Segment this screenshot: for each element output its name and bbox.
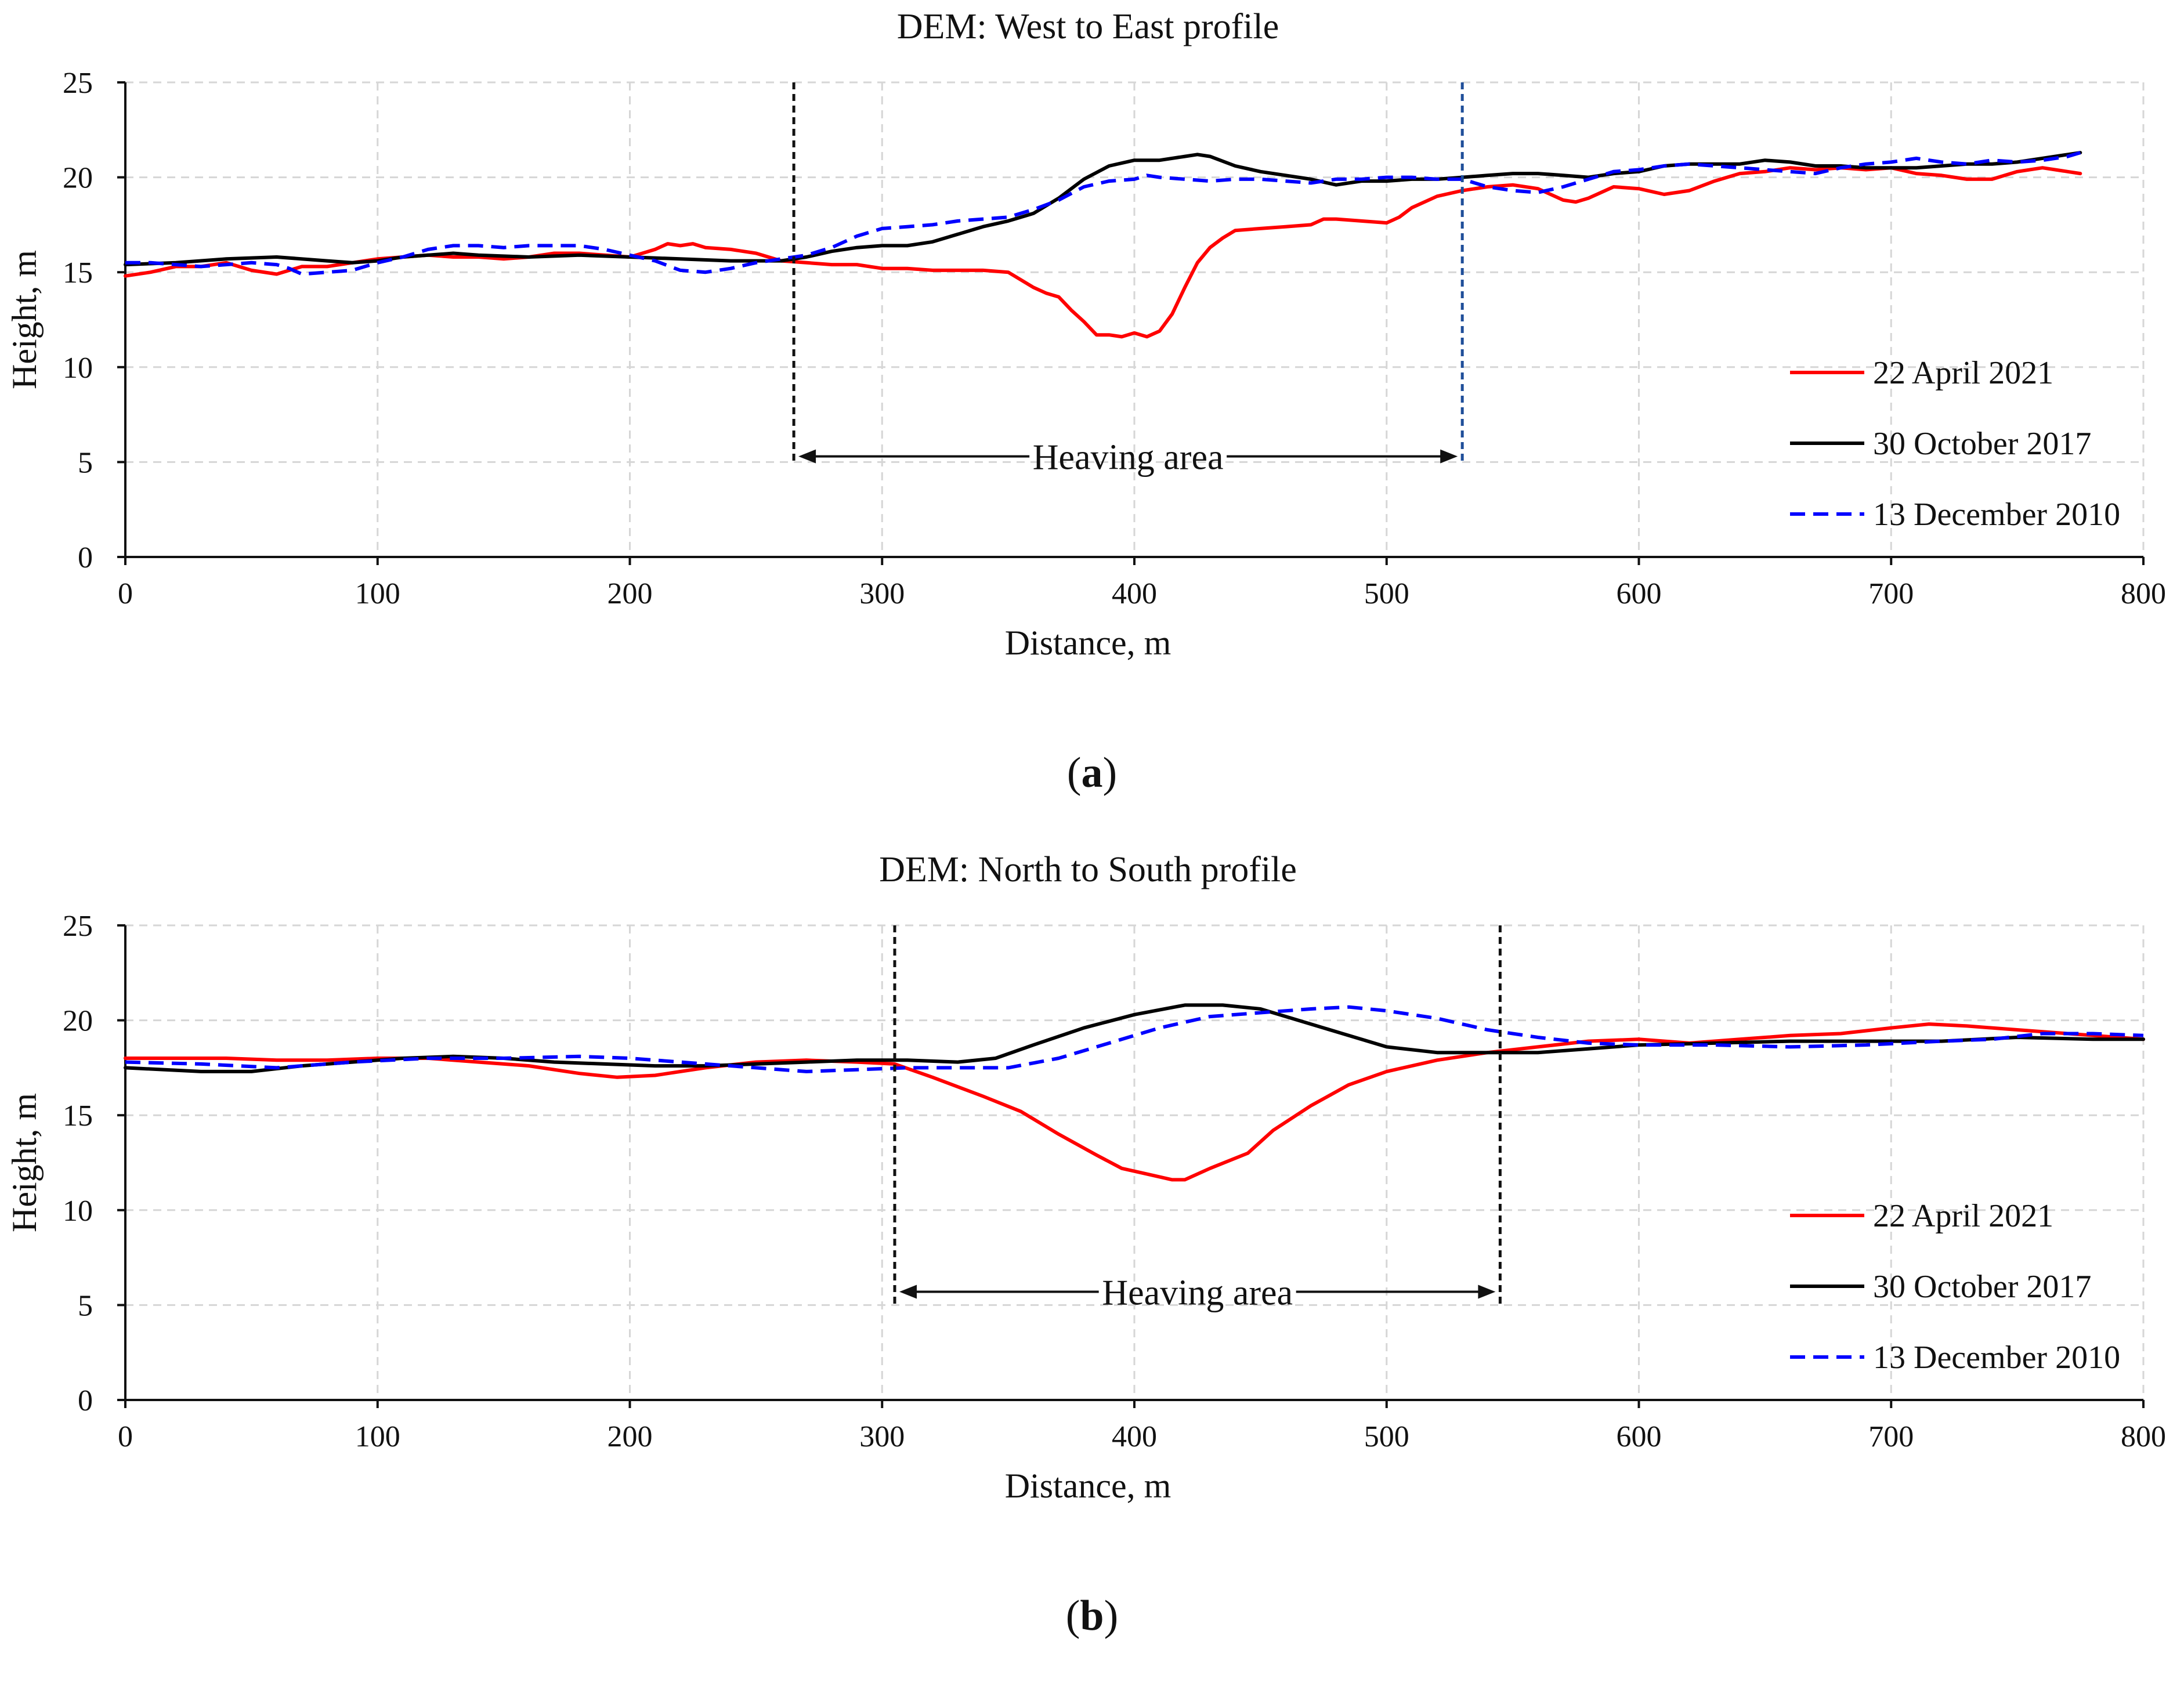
chart-b-y-tick-label: 0 bbox=[78, 1384, 93, 1417]
chart-a-legend-label-3: 13 December 2010 bbox=[1873, 497, 2120, 533]
chart-b-legend-label-2: 30 October 2017 bbox=[1873, 1269, 2091, 1305]
chart-b-y-tick-label: 25 bbox=[63, 910, 93, 943]
chart-a-y-tick-label: 0 bbox=[78, 541, 93, 574]
chart-b-series-line-2 bbox=[124, 1003, 2145, 1073]
chart-a-y-tick-label: 15 bbox=[63, 256, 93, 290]
chart-a-series-line-2 bbox=[124, 151, 2082, 267]
chart-b-series-line-1 bbox=[124, 1022, 2145, 1182]
chart-panel-a: 0 100 200 300 400 500 600 700 800 0 5 10 15 20 25 DEM: … bbox=[5, 7, 2166, 797]
chart-a-heaving-arrowhead-left bbox=[798, 449, 816, 464]
chart-a-y-tick-label: 20 bbox=[63, 162, 93, 195]
chart-a-x-tick-label: 0 bbox=[118, 577, 133, 610]
chart-b-heaving-area-label: Heaving area bbox=[1102, 1273, 1293, 1312]
chart-b-x-tick-label: 600 bbox=[1617, 1420, 1662, 1453]
chart-a-x-axis-label: Distance, m bbox=[1005, 624, 1171, 662]
chart-b-x-tick-label: 400 bbox=[1112, 1420, 1157, 1453]
chart-a-heaving-arrowhead-right bbox=[1440, 449, 1458, 464]
chart-a-x-tick-label: 500 bbox=[1364, 577, 1409, 610]
panel-b-letter: b bbox=[1080, 1592, 1104, 1640]
chart-a-x-tick-label: 600 bbox=[1617, 577, 1662, 610]
panel-b-label: (b) bbox=[1065, 1592, 1119, 1640]
chart-b-legend-label-1: 22 April 2021 bbox=[1873, 1198, 2053, 1234]
chart-b-heaving-arrowhead-right bbox=[1478, 1285, 1496, 1299]
chart-a-x-tick-label: 700 bbox=[1868, 577, 1914, 610]
chart-a-x-tick-label: 800 bbox=[2121, 577, 2166, 610]
chart-a-legend-label-1: 22 April 2021 bbox=[1873, 355, 2053, 391]
chart-b-x-tick-label: 700 bbox=[1868, 1420, 1914, 1453]
chart-a-heaving-area-label: Heaving area bbox=[1033, 438, 1224, 477]
chart-b-x-tick-label: 500 bbox=[1364, 1420, 1409, 1453]
chart-a-y-tick-label: 10 bbox=[63, 352, 93, 385]
chart-b-x-tick-label: 200 bbox=[608, 1420, 653, 1453]
chart-b-y-tick-label: 15 bbox=[63, 1099, 93, 1133]
chart-a-y-tick-label: 25 bbox=[63, 67, 93, 100]
chart-b-x-tick-label: 300 bbox=[859, 1420, 905, 1453]
chart-b-svg: 0 100 200 300 400 500 600 700 800 0 5 10 15 20 25 DEM: … bbox=[5, 850, 2166, 1505]
chart-b-y-axis-label: Height, m bbox=[5, 1093, 44, 1232]
chart-b-x-tick-label: 100 bbox=[355, 1420, 400, 1453]
chart-a-title: DEM: West to East profile bbox=[897, 7, 1279, 46]
chart-a-y-axis-label: Height, m bbox=[5, 250, 44, 389]
chart-panel-b: 0 100 200 300 400 500 600 700 800 0 5 10 15 20 25 DEM: … bbox=[0, 843, 2184, 1686]
panel-a-label: (a) bbox=[1066, 749, 1118, 797]
chart-b-y-tick-label: 5 bbox=[78, 1289, 93, 1322]
chart-b-title: DEM: North to South profile bbox=[879, 850, 1297, 889]
chart-a-x-tick-label: 300 bbox=[859, 577, 905, 610]
chart-b-heaving-arrowhead-left bbox=[899, 1285, 917, 1299]
chart-a-x-tick-label: 400 bbox=[1112, 577, 1157, 610]
chart-a-x-tick-label: 200 bbox=[608, 577, 653, 610]
chart-a-y-tick-label: 5 bbox=[78, 446, 93, 479]
chart-b-y-tick-label: 10 bbox=[63, 1195, 93, 1228]
chart-b-x-tick-label: 0 bbox=[118, 1420, 133, 1453]
chart-a-x-tick-label: 100 bbox=[355, 577, 400, 610]
chart-b-legend-label-3: 13 December 2010 bbox=[1873, 1340, 2120, 1376]
chart-b-series-line-3 bbox=[125, 1005, 2144, 1073]
chart-a-series-line-1 bbox=[124, 166, 2082, 339]
chart-b-y-tick-label: 20 bbox=[63, 1005, 93, 1038]
chart-b-x-tick-label: 800 bbox=[2121, 1420, 2166, 1453]
chart-a-legend-label-2: 30 October 2017 bbox=[1873, 426, 2091, 462]
panel-a-letter: a bbox=[1081, 749, 1103, 797]
chart-b-x-axis-label: Distance, m bbox=[1005, 1467, 1171, 1505]
chart-a-svg: 0 100 200 300 400 500 600 700 800 0 5 10 15 20 25 DEM: … bbox=[5, 7, 2166, 662]
chart-a-series-line-3 bbox=[125, 151, 2081, 276]
